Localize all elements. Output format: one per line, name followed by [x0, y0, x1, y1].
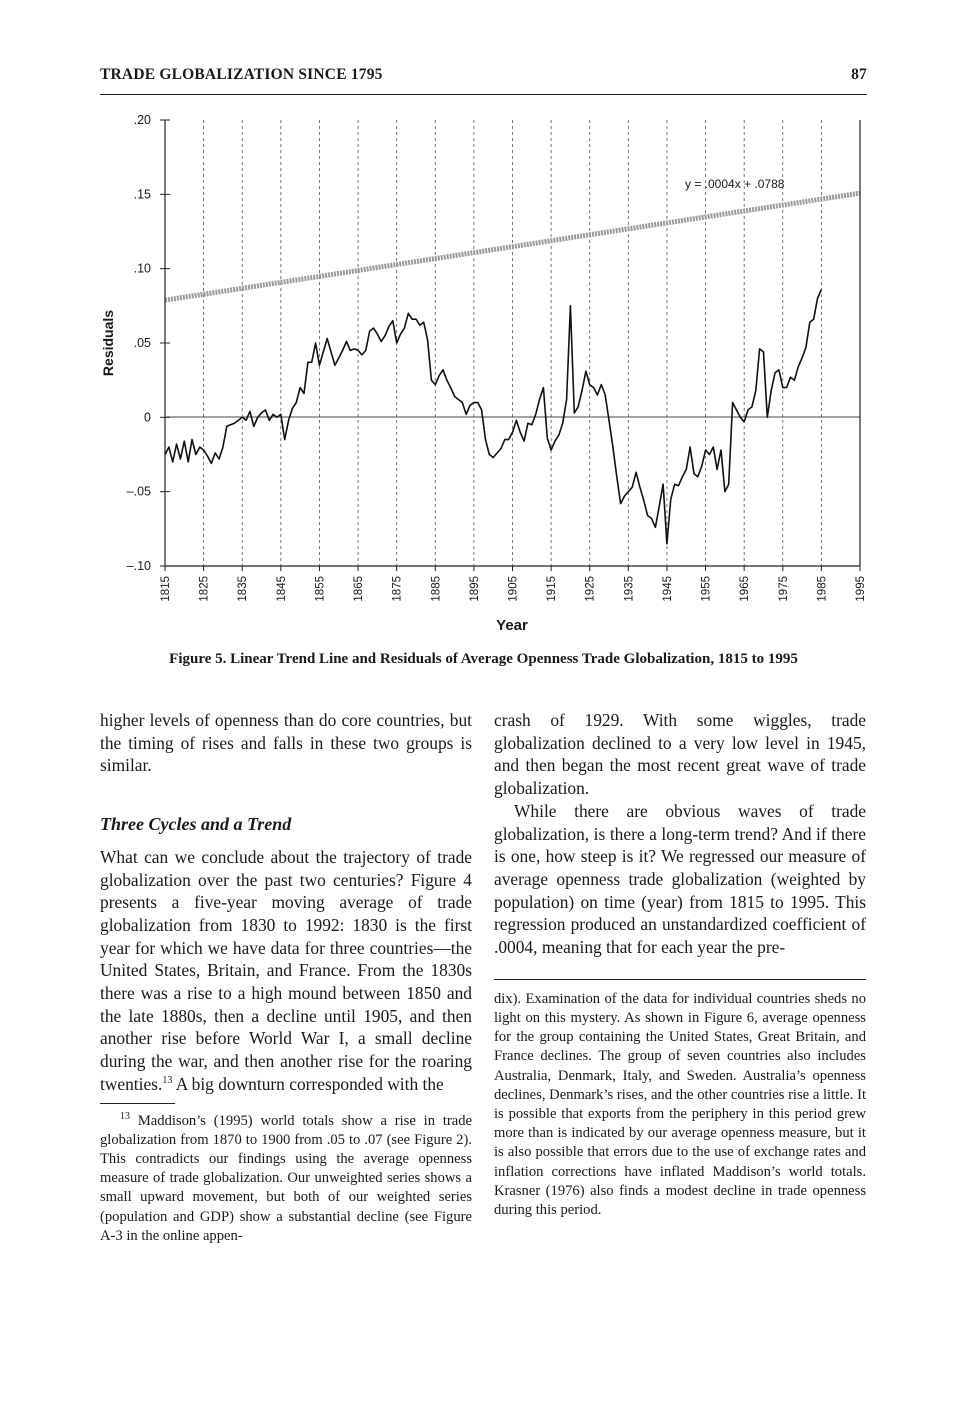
- section-heading: Three Cycles and a Trend: [100, 814, 292, 835]
- x-tick-label: 1935: [623, 576, 635, 602]
- x-tick-label: 1945: [662, 576, 674, 602]
- y-tick-labels: .20 .15 .10 .05 0 –.05 –.10: [127, 113, 170, 573]
- x-tick-label: 1975: [778, 576, 790, 602]
- footnote-continuation: dix). Examination of the data for indivi…: [494, 990, 866, 1218]
- left-column: higher levels of openness than do core c…: [100, 709, 472, 1246]
- x-tick-label: 1985: [816, 576, 828, 602]
- x-tick-label: 1905: [508, 576, 520, 602]
- page-number: 87: [851, 66, 867, 83]
- y-tick-label: –.10: [127, 559, 151, 573]
- paragraph-text: What can we conclude about the trajector…: [100, 846, 472, 1094]
- vertical-gridlines: [203, 120, 861, 566]
- header-rule: [100, 94, 867, 95]
- footnote-rule: [494, 978, 866, 980]
- x-tick-label: 1845: [276, 576, 288, 602]
- footnote-marker: 13: [120, 1110, 130, 1122]
- paragraph: higher levels of openness than do core c…: [100, 710, 472, 776]
- running-head: TRADE GLOBALIZATION SINCE 1795 87: [100, 66, 867, 84]
- y-tick-label: .20: [134, 113, 151, 127]
- x-tick-label: 1895: [469, 576, 481, 602]
- paragraph: While there are obvious waves of trade g…: [494, 800, 866, 958]
- y-tick-label: .15: [134, 187, 151, 201]
- residuals-series-line: [164, 289, 823, 545]
- y-tick-label: 0: [144, 410, 151, 424]
- paragraph: crash of 1929. With some wiggles, trade …: [494, 710, 866, 799]
- x-tick-label: 1995: [855, 576, 867, 602]
- x-tick-label: 1835: [237, 576, 249, 602]
- footnote-text: Maddison’s (1995) world totals show a ri…: [100, 1112, 472, 1244]
- y-tick-label: –.05: [127, 485, 151, 499]
- paragraph: What can we conclude about the trajector…: [100, 846, 472, 1096]
- x-tick-labels: 1815 1825 1835 1845 1855 1865 1875 1885 1895 1905…: [160, 566, 867, 602]
- y-tick-label: .10: [134, 262, 151, 276]
- x-axis-title: Year: [496, 617, 528, 634]
- x-tick-label: 1815: [160, 576, 172, 602]
- footnote: 13 Maddison’s (1995) world totals show a…: [100, 1110, 472, 1246]
- y-axis-title: Residuals: [100, 310, 116, 376]
- x-tick-label: 1915: [546, 576, 558, 602]
- figure-5-chart: .20.15.10.050–.05–.10 1815 1825 1835 1845 18…: [100, 113, 867, 634]
- x-tick-label: 1825: [199, 576, 211, 602]
- right-column: crash of 1929. With some wiggles, trade …: [494, 709, 866, 1220]
- x-tick-label: 1885: [430, 576, 442, 602]
- x-tick-label: 1955: [701, 576, 713, 602]
- paragraph-text: A big downturn corresponded with the: [172, 1073, 444, 1094]
- x-tick-label: 1855: [314, 576, 326, 602]
- y-tick-label: .05: [134, 336, 151, 350]
- x-tick-label: 1875: [392, 576, 404, 602]
- x-tick-label: 1965: [739, 576, 751, 602]
- footnote-rule: [100, 1102, 175, 1104]
- figure-caption: Figure 5. Linear Trend Line and Residual…: [169, 651, 798, 667]
- trend-equation-label: y = .0004x + .0788: [685, 177, 785, 191]
- trend-line: [164, 190, 861, 303]
- x-tick-label: 1925: [585, 576, 597, 602]
- running-title: TRADE GLOBALIZATION SINCE 1795: [100, 66, 383, 83]
- footnote-reference: 13: [162, 1075, 173, 1087]
- x-tick-label: 1865: [353, 576, 365, 602]
